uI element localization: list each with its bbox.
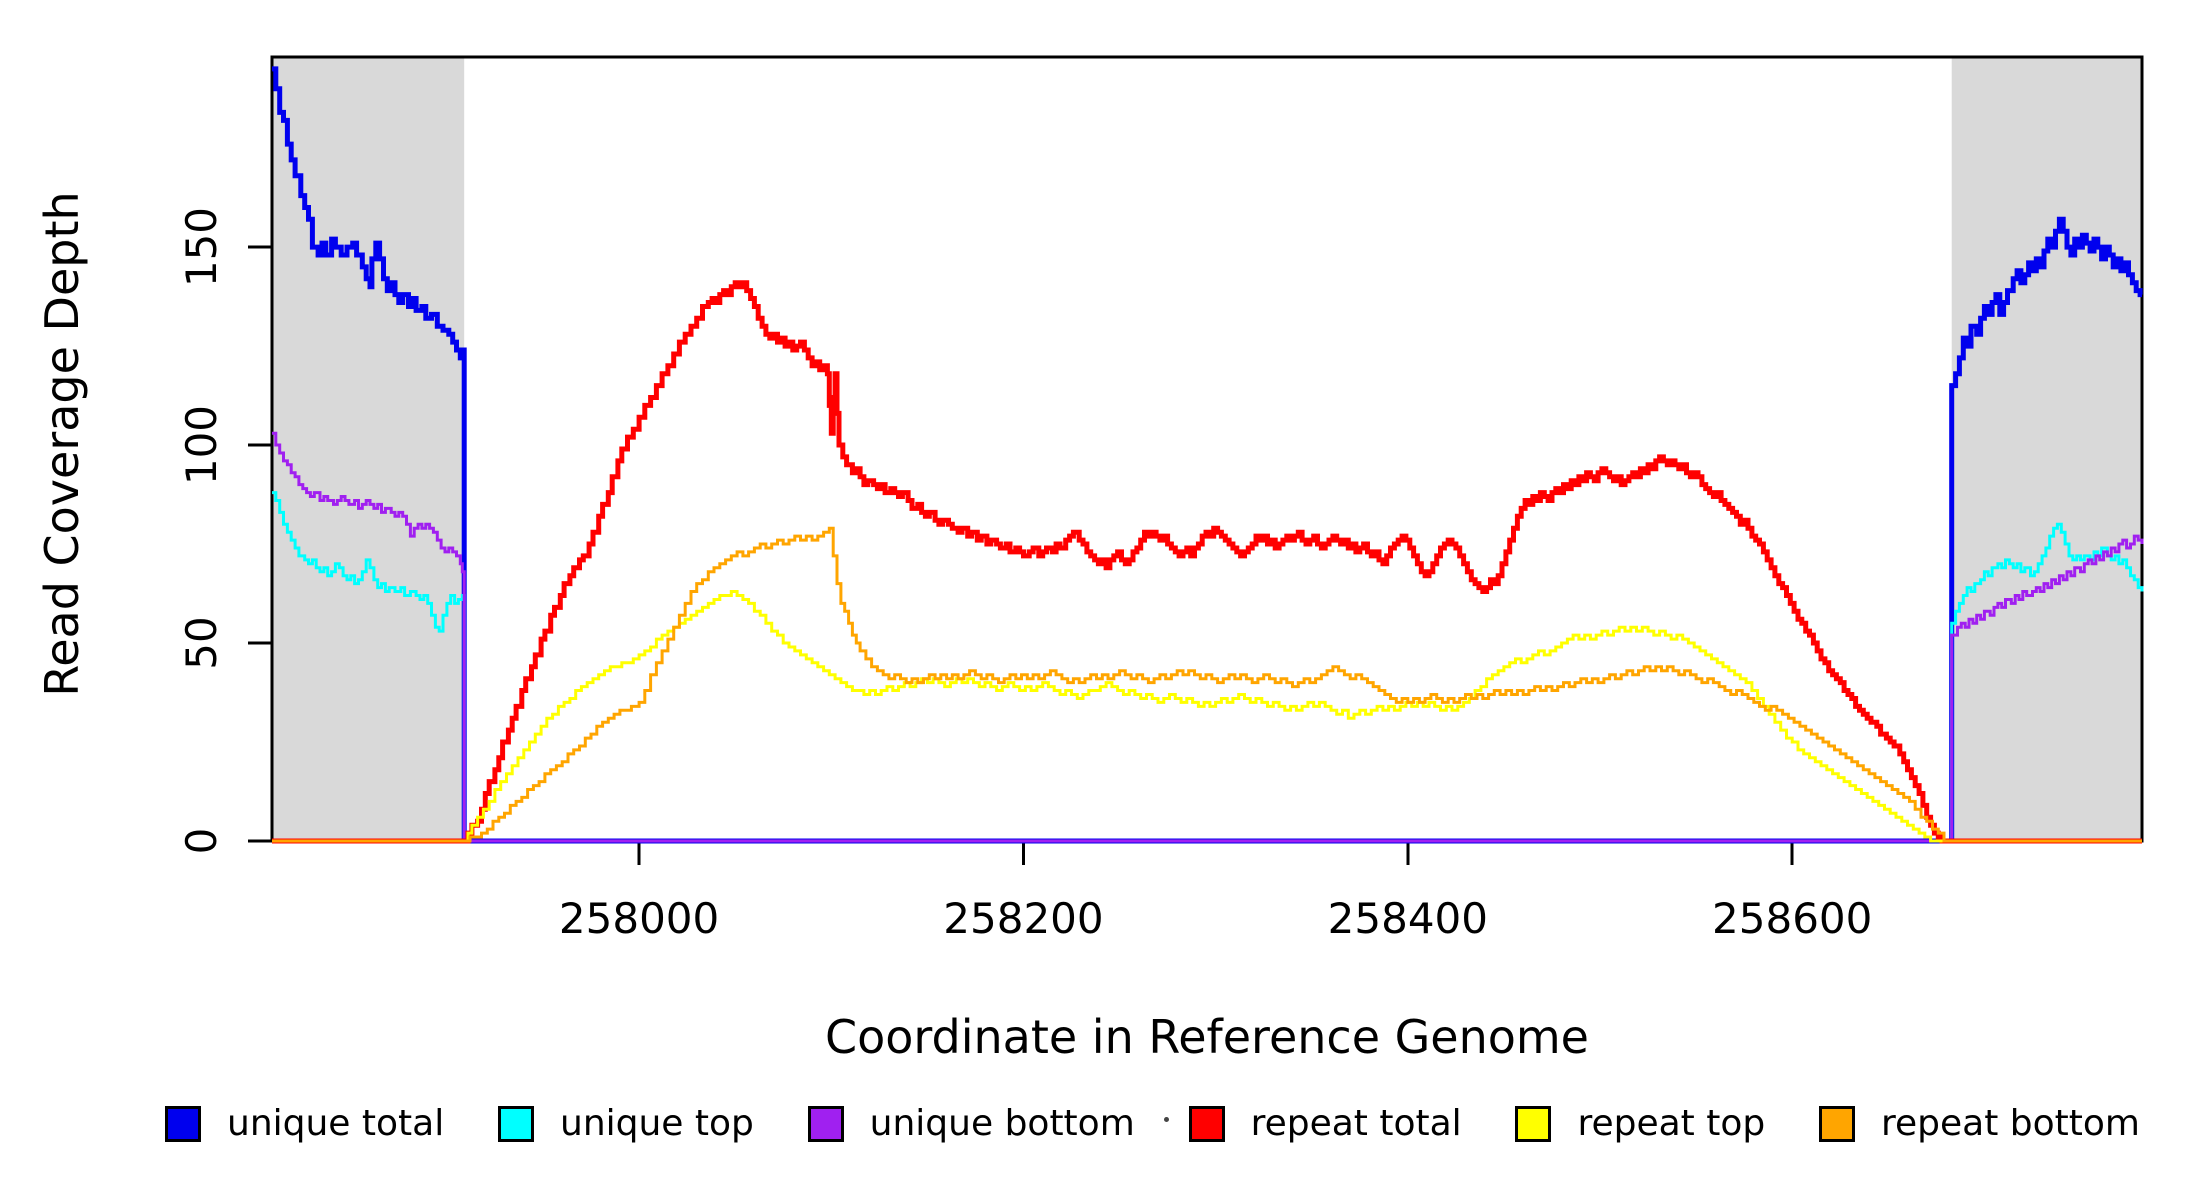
x-tick-label: 258400 <box>1328 894 1488 943</box>
legend-item-unique-total: unique total <box>165 1103 444 1144</box>
y-tick-label: 100 <box>177 405 226 485</box>
legend-label: unique total <box>227 1103 445 1144</box>
legend-item-unique-bottom: unique bottom <box>807 1103 1135 1144</box>
legend-label: repeat total <box>1250 1103 1462 1144</box>
y-tick-label: 50 <box>177 616 226 669</box>
series-line-repeat-total <box>272 280 2142 844</box>
legend-swatch-repeat-total <box>1188 1105 1225 1142</box>
plot-frame <box>270 55 2144 843</box>
y-axis-title: Read Coverage Depth <box>35 191 89 697</box>
y-tick-label: 150 <box>177 207 226 287</box>
legend-swatch-unique-total <box>165 1105 201 1142</box>
stray-dot <box>1164 1117 1169 1122</box>
legend-swatch-repeat-top <box>1515 1105 1552 1142</box>
x-tick-label: 258000 <box>559 894 719 943</box>
x-tick-label: 258600 <box>1712 894 1872 943</box>
series-line-repeat-top <box>272 590 2142 843</box>
legend-swatch-unique-bottom <box>807 1105 844 1142</box>
legend-label: repeat bottom <box>1881 1103 2140 1144</box>
legend-item-repeat-bottom: repeat bottom <box>1819 1103 2140 1144</box>
series-line-unique-total <box>272 66 2143 844</box>
legend-label: unique top <box>560 1103 754 1144</box>
legend-item-repeat-total: repeat total <box>1188 1103 1462 1144</box>
y-tick-label: 0 <box>177 828 226 855</box>
legend-label: repeat top <box>1577 1103 1766 1144</box>
series-line-unique-bottom <box>272 431 2144 843</box>
series-line-repeat-bottom <box>272 526 2142 843</box>
legend-label: unique bottom <box>869 1103 1135 1144</box>
shaded-region-1 <box>1951 57 2142 841</box>
legend-swatch-unique-top <box>498 1105 534 1142</box>
legend-swatch-repeat-bottom <box>1819 1105 1856 1142</box>
legend: unique total unique top unique bottom repea… <box>165 1103 2140 1144</box>
x-tick-label: 258200 <box>943 894 1103 943</box>
legend-item-unique-top: unique top <box>498 1103 754 1144</box>
x-axis-title: Coordinate in Reference Genome <box>825 1010 1589 1064</box>
legend-item-repeat-top: repeat top <box>1515 1103 1765 1144</box>
shaded-region-0 <box>272 57 465 841</box>
